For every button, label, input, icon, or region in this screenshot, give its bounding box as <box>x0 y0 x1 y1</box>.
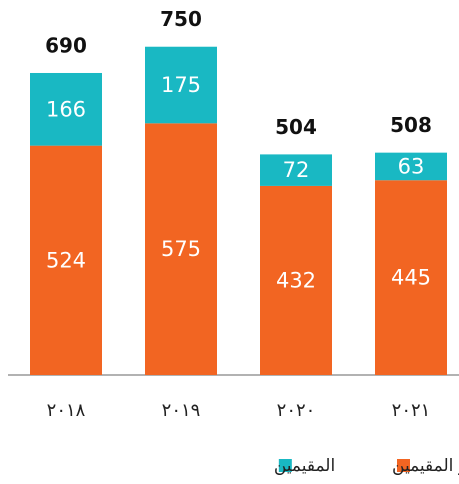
value-label: 63 <box>398 154 425 178</box>
value-label: 166 <box>46 97 86 121</box>
value-label: 445 <box>391 266 431 290</box>
bar-segment <box>145 123 217 375</box>
value-label: 72 <box>283 158 310 182</box>
bar-segment <box>375 152 447 181</box>
bar-segment <box>375 180 447 375</box>
total-label: 504 <box>275 115 317 139</box>
bar-segment <box>260 154 332 186</box>
value-label: 575 <box>161 237 201 261</box>
x-tick-label: ٢٠٢١ <box>392 400 431 421</box>
total-label: 750 <box>160 7 202 31</box>
total-label: 690 <box>45 33 87 57</box>
legend-label: المقيمين <box>274 456 335 476</box>
legend-label: غير المقيمين <box>392 456 459 476</box>
bar-segment <box>30 72 102 146</box>
value-label: 524 <box>46 248 86 272</box>
bar-segment <box>145 46 217 124</box>
value-label: 432 <box>276 268 316 292</box>
total-label: 508 <box>390 113 432 137</box>
bar-segment <box>260 185 332 375</box>
value-label: 175 <box>161 73 201 97</box>
x-tick-label: ٢٠١٩ <box>162 400 201 421</box>
bar-segment <box>30 145 102 375</box>
legend-swatch <box>397 459 410 472</box>
legend-swatch <box>278 459 292 472</box>
x-tick-label: ٢٠١٨ <box>47 400 86 421</box>
x-tick-label: ٢٠٢٠ <box>277 400 316 421</box>
